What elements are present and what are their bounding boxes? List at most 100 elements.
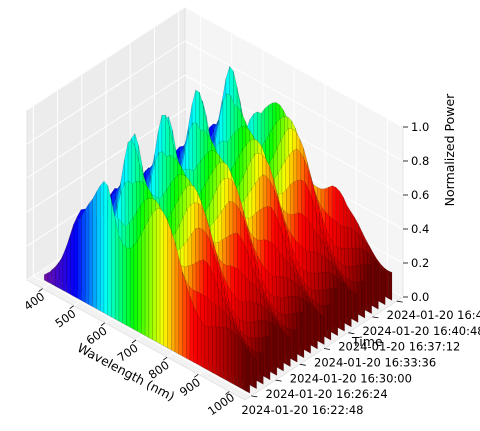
surface-quad	[238, 336, 243, 390]
surface-quad	[327, 305, 332, 341]
y-tick	[323, 348, 331, 350]
surface-quad	[266, 336, 271, 381]
surface-quad	[126, 247, 131, 328]
surface-quad	[182, 271, 187, 359]
surface-quad	[88, 198, 93, 307]
surface-quad	[286, 335, 291, 367]
x-tick	[194, 373, 199, 378]
x-tick	[69, 305, 74, 310]
surface-quad	[381, 268, 386, 306]
surface-quad	[174, 242, 179, 355]
y-tick	[348, 332, 355, 335]
y-tick	[396, 300, 403, 303]
surface-quad	[279, 327, 284, 372]
tick-marks	[38, 126, 408, 398]
surface-quad	[171, 230, 176, 353]
surface-quad	[333, 288, 338, 337]
x-tick	[225, 391, 230, 395]
surface-quad	[130, 245, 135, 330]
grid-z-left	[26, 40, 186, 145]
surface-quad	[77, 215, 82, 301]
surface-quad	[388, 270, 393, 301]
grid-z-back	[184, 40, 404, 162]
surface-quad	[320, 314, 325, 345]
surface-quad	[152, 208, 157, 342]
x-tick	[100, 322, 106, 327]
grid-z-left	[26, 74, 186, 179]
y-axis-label: Time	[351, 334, 383, 349]
surface-quad	[167, 220, 172, 351]
surface-quad	[163, 212, 168, 349]
surface-quad	[293, 329, 298, 363]
y-tick-label: 2024-01-20 16:26:24	[266, 387, 388, 401]
x-tick	[131, 339, 137, 344]
surface-quad	[189, 295, 194, 363]
y-tick	[372, 316, 379, 319]
surface-quad	[144, 219, 150, 338]
grid-z-left	[26, 108, 186, 213]
surface-quad	[100, 180, 105, 314]
surface-quad	[208, 326, 213, 373]
surface-quad	[85, 202, 90, 305]
surface-quad	[141, 226, 146, 336]
surface-quad	[347, 287, 352, 328]
surface-quad	[193, 306, 198, 365]
surface-quad	[216, 326, 221, 377]
surface-quad	[300, 312, 305, 359]
surface-quad	[354, 292, 359, 323]
surface-quad	[223, 327, 228, 382]
x-tick-label: 900	[177, 375, 203, 399]
surface-quad	[51, 268, 56, 287]
surface-quad	[272, 324, 278, 376]
y-tick-label: 2024-01-20 16:44:24	[387, 308, 480, 322]
surface-quad	[111, 200, 116, 320]
x-tick-label: 500	[52, 306, 78, 330]
surface-quad	[118, 235, 123, 324]
surface-quad	[115, 218, 120, 322]
y-tick-label: 2024-01-20 16:30:00	[290, 371, 412, 385]
z-tick-label: 0.6	[411, 188, 429, 202]
surface-quad	[137, 233, 142, 334]
x-tick-label: 1000	[205, 390, 237, 418]
surface-plot	[44, 65, 393, 394]
trace-0	[44, 180, 250, 394]
surface-quad	[148, 212, 153, 340]
surface-quad	[107, 185, 112, 318]
surface-quad	[245, 347, 250, 394]
surface-quad	[367, 264, 372, 314]
y-tick-label: 2024-01-20 16:37:12	[338, 340, 460, 354]
z-tick-label: 0.4	[411, 222, 429, 236]
z-tick-label: 0.2	[411, 256, 429, 270]
surface-quad	[259, 353, 264, 385]
surface-quad	[219, 326, 224, 379]
grid-z-back	[184, 6, 404, 128]
z-tick-label: 0.8	[411, 154, 429, 168]
surface-quad	[361, 280, 366, 319]
surface-quad	[178, 257, 183, 357]
surface-quad	[156, 208, 161, 345]
surface-quad	[47, 270, 52, 285]
x-tick	[162, 356, 168, 361]
x-tick-label: 400	[21, 289, 47, 313]
surface-quad	[133, 239, 138, 332]
z-tick-label: 1.0	[411, 120, 429, 134]
surface-quad	[313, 307, 318, 350]
surface-quad	[242, 341, 247, 392]
surface-quad	[96, 185, 101, 312]
surface-quad	[103, 180, 108, 316]
surface-quad	[73, 219, 79, 299]
y-tick-label: 2024-01-20 16:22:48	[241, 403, 363, 417]
z-tick-label: 0.0	[411, 290, 429, 304]
surface-quad	[227, 327, 232, 384]
surface-quad	[212, 326, 217, 375]
x-tick	[38, 288, 43, 292]
surface-quad	[201, 320, 206, 369]
surface-quad	[234, 332, 239, 388]
surface-quad	[204, 325, 209, 371]
surface-quad	[122, 243, 127, 326]
surface-quad	[66, 236, 71, 295]
surface-quad	[70, 226, 75, 297]
surface-quad	[230, 329, 235, 386]
y-tick-label: 2024-01-20 16:40:48	[362, 324, 480, 338]
